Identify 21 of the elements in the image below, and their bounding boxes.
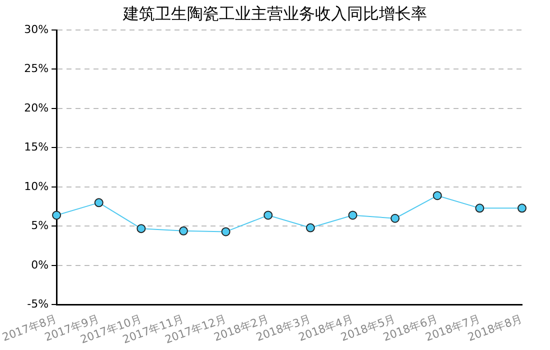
point: [221, 227, 230, 236]
point: [306, 223, 315, 232]
point: [432, 191, 442, 200]
y-tick-label: 20%: [24, 101, 49, 114]
y-tick-label: 25%: [24, 62, 49, 76]
point: [178, 226, 188, 236]
y-tick-label: -5%: [27, 298, 49, 311]
point: [348, 210, 358, 220]
point: [475, 204, 484, 213]
point: [390, 214, 400, 223]
y-tick-label: 15%: [24, 140, 49, 154]
y-tick-label: 0%: [31, 258, 49, 272]
point: [518, 204, 526, 213]
point: [136, 224, 146, 234]
y-tick-label: 10%: [24, 180, 49, 193]
y-tick-label: 30%: [24, 22, 49, 36]
point: [94, 198, 104, 208]
point: [52, 210, 62, 220]
y-tick-label: 5%: [31, 219, 49, 232]
chart-title: 建筑卫生陶瓷工业主营业务收入同比增长率: [123, 4, 427, 23]
point: [264, 210, 273, 220]
